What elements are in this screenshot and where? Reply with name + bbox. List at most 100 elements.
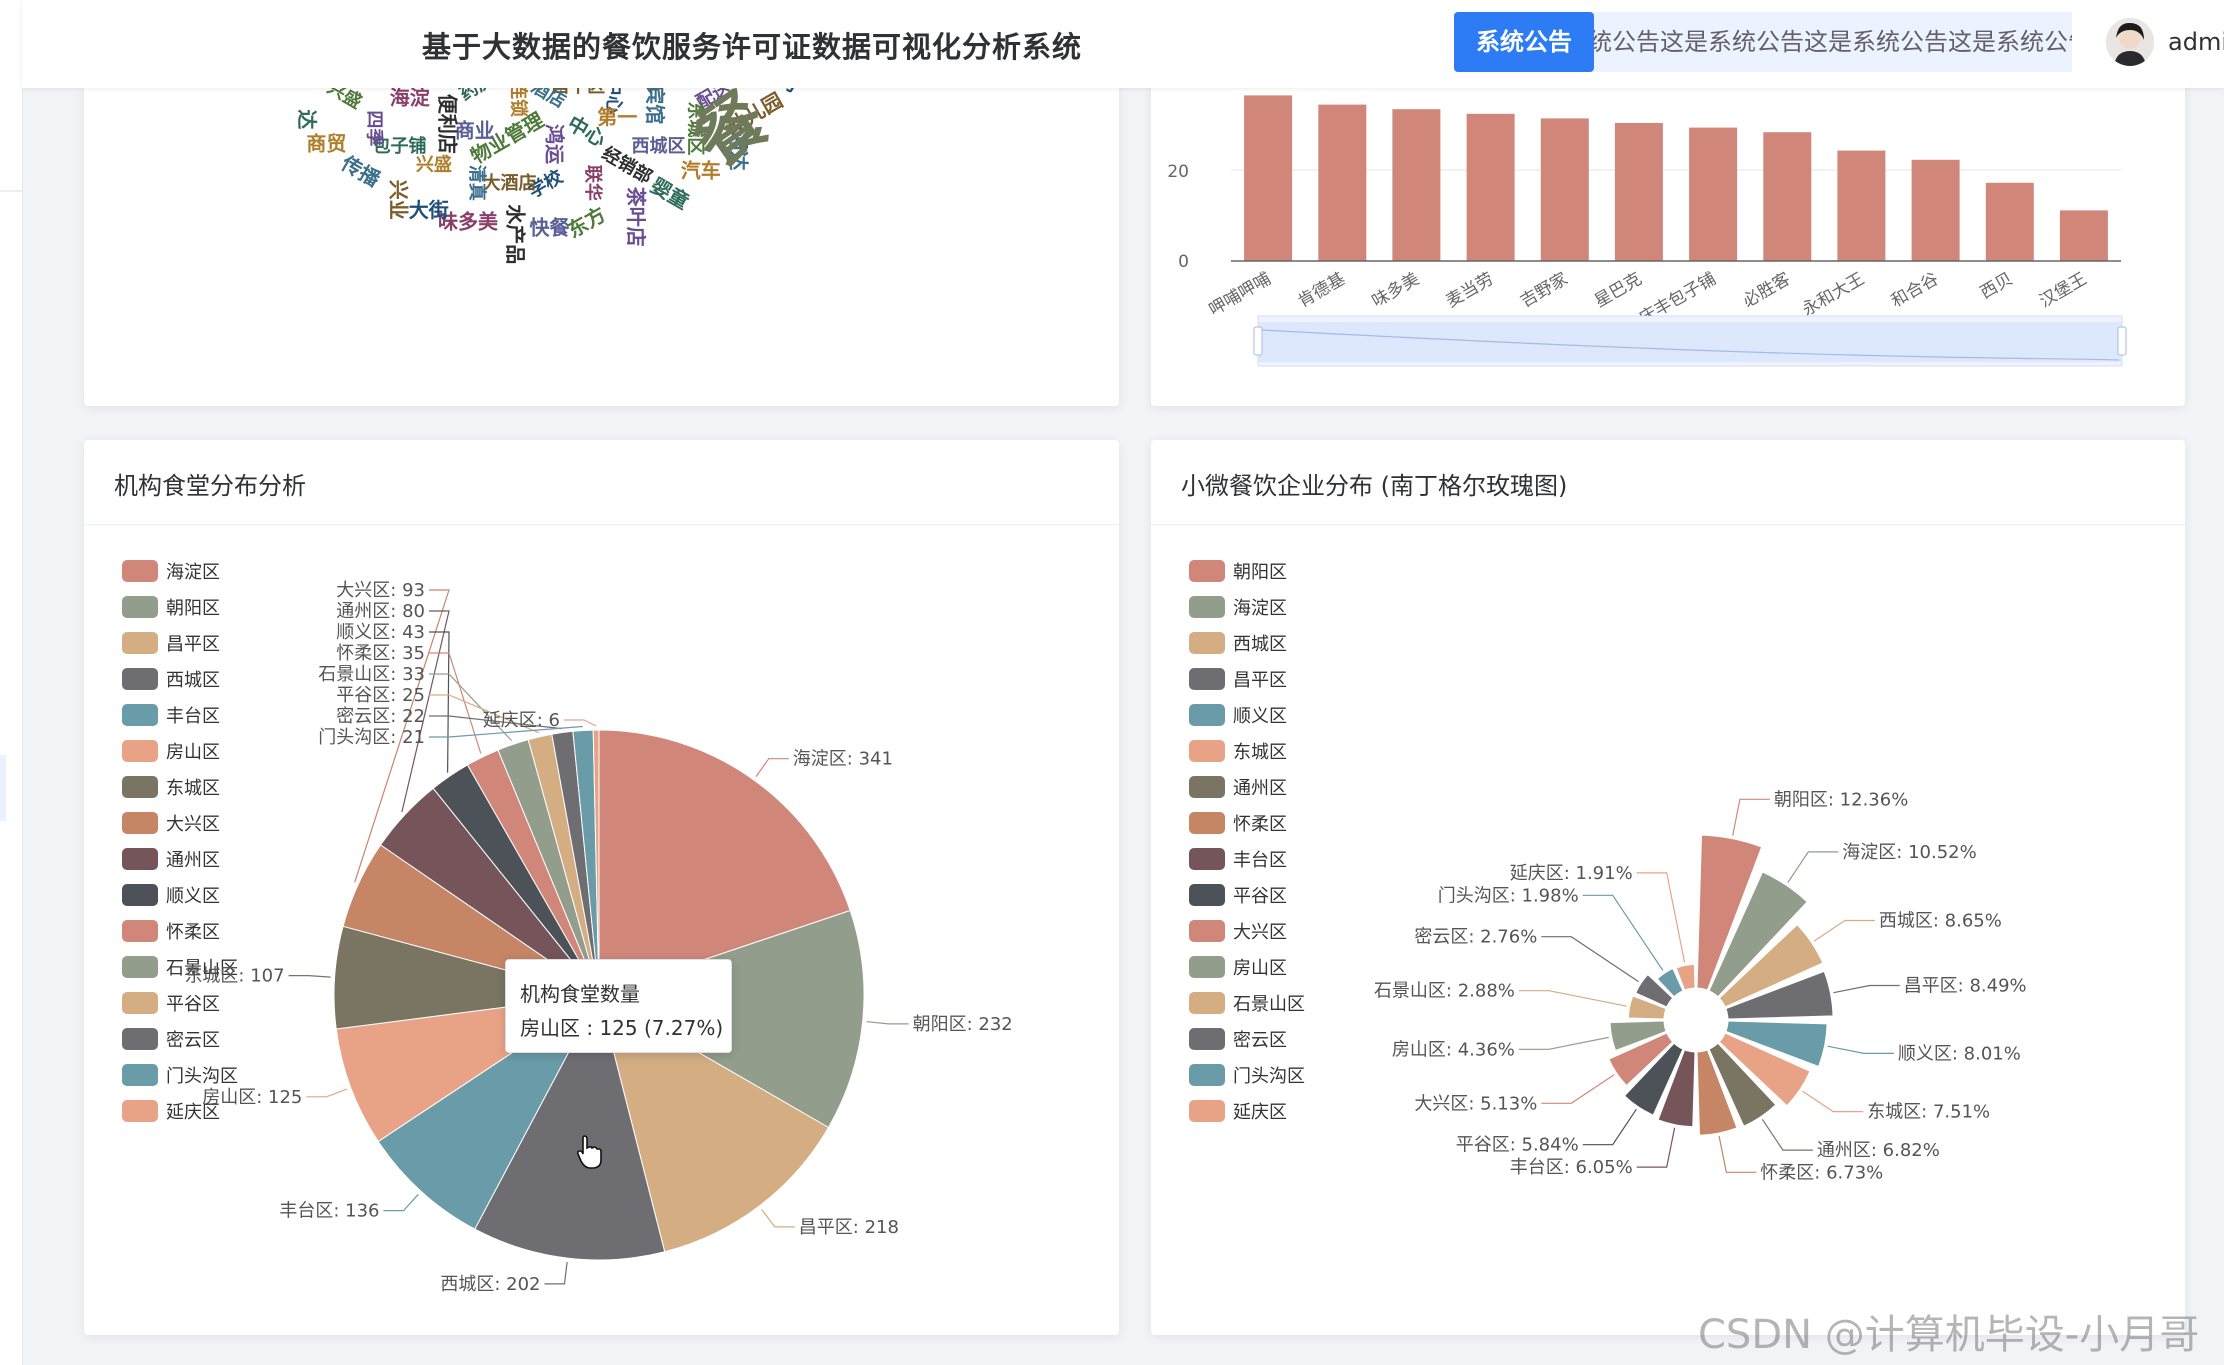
rose-petal [1708, 871, 1808, 998]
pie-slice [377, 994, 600, 1230]
word-cloud-word: 大街 [409, 198, 449, 222]
rose-petal [1656, 968, 1684, 998]
x-tick-label: 必胜客 [1740, 269, 1794, 312]
legend-item: 怀柔区 [1233, 814, 1287, 835]
legend-item: 延庆区 [1233, 1102, 1287, 1123]
rose-petal [1696, 834, 1763, 991]
rose-data-label: 西城区: 8.65% [1879, 911, 2002, 932]
legend-item: 丰台区 [1233, 850, 1287, 871]
word-cloud-word: 茶叶店 [624, 187, 648, 247]
x-tick-label: 呷哺呷哺 [1206, 269, 1275, 320]
system-notice-button[interactable]: 系统公告 [1454, 12, 1594, 72]
bar [1837, 150, 1886, 261]
word-cloud-word: 联华 [582, 165, 604, 201]
x-tick-label: 星巴克 [1591, 269, 1645, 312]
word-cloud-word: 西城区 [632, 135, 686, 157]
word-cloud-word: 四季 [363, 110, 384, 146]
x-tick-label: 永和大王 [1799, 269, 1868, 320]
legend-swatch [1189, 740, 1225, 762]
legend-swatch [1189, 1064, 1225, 1086]
rose-data-label: 房山区: 4.36% [1392, 1039, 1515, 1060]
rose-data-label: 通州区: 6.82% [1817, 1140, 1940, 1161]
x-tick-label: 麦当劳 [1443, 269, 1497, 312]
legend-swatch [1189, 812, 1225, 834]
legend-item: 朝阳区 [1233, 562, 1287, 583]
word-cloud-word: 兴盛 [416, 153, 452, 175]
zoom-handle-left [1253, 326, 1263, 356]
legend-item: 东城区 [166, 778, 220, 799]
legend-item: 顺义区 [166, 886, 220, 907]
hand-cursor-icon [576, 1135, 602, 1169]
avatar[interactable] [2106, 18, 2154, 66]
rose-data-label: 石景山区: 2.88% [1374, 981, 1515, 1002]
rose-label-line [1518, 1036, 1609, 1050]
rose-data-label: 朝阳区: 12.36% [1774, 789, 1908, 810]
legend-item: 昌平区 [166, 634, 220, 655]
pie-data-label: 昌平区: 218 [799, 1217, 899, 1238]
pie-data-label: 海淀区: 341 [793, 749, 893, 770]
word-cloud-word: 达 [295, 109, 319, 129]
pie-label-line [761, 1208, 795, 1228]
pie-label-line [564, 719, 597, 727]
pie-data-label: 门头沟区: 21 [318, 727, 425, 748]
legend-item: 门头沟区 [1233, 1066, 1305, 1087]
rose-petal [1725, 970, 1834, 1020]
data-zoom-preview [1260, 329, 2120, 361]
rose-petal [1718, 1032, 1811, 1107]
word-cloud-word: 连锁 [507, 81, 529, 117]
bar [1540, 118, 1589, 262]
rose-data-label: 大兴区: 5.13% [1414, 1093, 1537, 1114]
legend-swatch [122, 632, 158, 654]
rose-data-label: 密云区: 2.76% [1414, 927, 1537, 948]
pie-label-line [401, 610, 450, 813]
rose-label-line [1813, 919, 1875, 942]
pie-label-line [383, 1193, 419, 1212]
pie-slice [592, 729, 600, 996]
pie-label-line [429, 715, 562, 730]
bar [1985, 182, 2034, 261]
legend-item: 海淀区 [1233, 598, 1287, 619]
word-cloud-word: 大酒店 [483, 172, 537, 194]
legend-swatch [1189, 1028, 1225, 1050]
rose-petal [1627, 995, 1667, 1020]
word-cloud-word: 便利店 [436, 94, 460, 154]
word-cloud-word: 味多美 [438, 209, 499, 233]
pie-label-line [755, 758, 789, 777]
nightingale-rose-chart[interactable]: 朝阳区海淀区西城区昌平区顺义区东城区通州区怀柔区丰台区平谷区大兴区房山区石景山区… [1151, 440, 2185, 1335]
y-tick-label: 0 [1178, 252, 1189, 272]
rose-petal [1675, 963, 1696, 991]
canteen-pie-chart[interactable]: 海淀区朝阳区昌平区西城区丰台区房山区东城区大兴区通州区顺义区怀柔区石景山区平谷区… [84, 440, 1119, 1335]
card-header: 小微餐饮企业分布 (南丁格尔玫瑰图) [1151, 440, 2185, 525]
x-tick-label: 汉堡王 [2036, 269, 2090, 312]
rose-data-label: 平谷区: 5.84% [1456, 1135, 1579, 1156]
rose-label-line [1787, 851, 1839, 883]
pie-label-line [429, 725, 583, 738]
legend-item: 平谷区 [166, 994, 220, 1015]
top-header: 基于大数据的餐饮服务许可证数据可视化分析系统 系统公告 统公告这是系统公告这是系… [22, 0, 2224, 88]
legend-swatch [122, 956, 158, 978]
rose-data-label: 怀柔区: 6.73% [1760, 1162, 1883, 1183]
tooltip-body: 房山区 : 125 (7.27%) [520, 1016, 724, 1040]
bar [1911, 159, 1960, 261]
card-title: 机构食堂分布分析 [114, 472, 306, 500]
wordcloud-card: 服务中心昌平区酒店连锁药房医药海淀区宾馆第一中心鸿运物业管理商业便利店海淀第一分… [84, 40, 1119, 406]
word-cloud-word: 海淀 [390, 85, 431, 109]
word-cloud-word: 包子铺 [373, 135, 427, 157]
rose-petal [1608, 1032, 1674, 1086]
bar [1318, 104, 1367, 261]
rose-label-line [1541, 1074, 1615, 1104]
legend-item: 延庆区 [166, 1102, 220, 1123]
rose-petal [1725, 1020, 1828, 1067]
legend-swatch [1189, 560, 1225, 582]
bar [1689, 127, 1738, 261]
card-title: 小微餐饮企业分布 (南丁格尔玫瑰图) [1181, 472, 1568, 500]
rose-label-line [1636, 1127, 1676, 1168]
brand-bar-card: 呷哺呷哺 肯德基 味多美 麦当劳 吉野家 星巴克 庆丰包子铺 必胜客 永和大王 和合谷 西贝 汉堡王 0… [1151, 40, 2185, 406]
canteen-pie-card: 机构食堂分布分析 海淀区 朝阳区 昌平区 西城区 丰台区 房山区 东城区 大兴区 通州区 顺义区怀… [84, 440, 1119, 1335]
legend-swatch [122, 884, 158, 906]
legend-swatch [122, 1100, 158, 1122]
rose-petal [1696, 1049, 1738, 1136]
rose-data-label: 海淀区: 10.52% [1842, 842, 1976, 863]
username[interactable]: admin [2168, 28, 2224, 56]
legend-swatch [122, 668, 158, 690]
